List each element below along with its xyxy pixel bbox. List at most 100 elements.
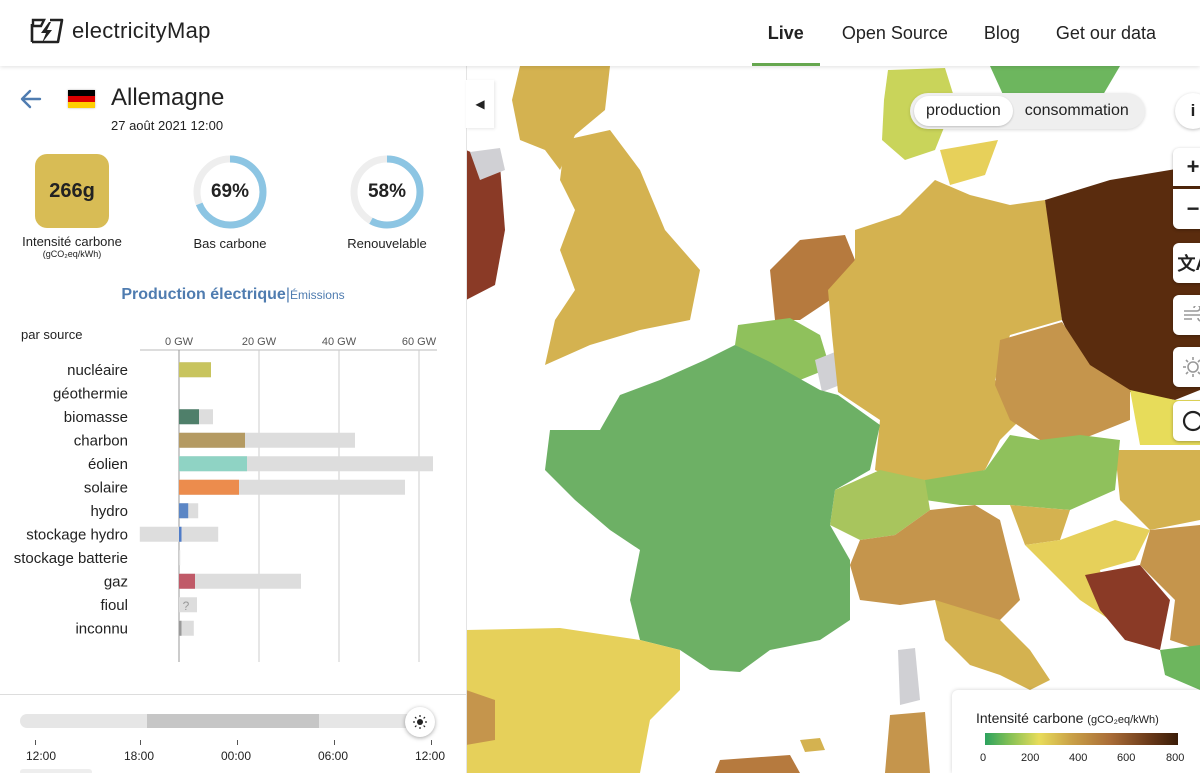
country-name: Allemagne bbox=[111, 84, 225, 111]
chart-production-bar bbox=[179, 456, 247, 472]
map-zone-denmark-islands bbox=[940, 140, 998, 185]
solar-layer-button[interactable] bbox=[1173, 347, 1200, 387]
map-zone-algeria-coast bbox=[715, 755, 800, 773]
renewable-gauge-fill bbox=[350, 155, 424, 229]
toggle-consumption[interactable]: consommation bbox=[1024, 102, 1129, 119]
chart-category-label: nucléaire bbox=[67, 362, 128, 379]
time-slider-track[interactable] bbox=[20, 714, 430, 728]
legend-label-600: 600 bbox=[1117, 752, 1136, 764]
timeline-tick bbox=[431, 740, 432, 745]
flag-stripe-1 bbox=[68, 90, 95, 96]
production-chart: 0 GW 20 GW 40 GW 60 GW nucléaire géothermie bi… bbox=[14, 336, 437, 662]
zoom-out-button[interactable]: − bbox=[1173, 189, 1200, 229]
nav-open-source[interactable]: Open Source bbox=[841, 23, 948, 43]
chart-category-label: hydro bbox=[90, 503, 128, 520]
flag-stripe-2 bbox=[68, 96, 95, 102]
language-button[interactable]: 文A bbox=[1173, 243, 1200, 283]
legend-label-800: 800 bbox=[1166, 752, 1185, 764]
renewable-value: 58% bbox=[367, 181, 407, 202]
map-zone-n-ireland bbox=[470, 148, 505, 180]
chart-production-bar bbox=[179, 432, 245, 448]
info-button[interactable]: i bbox=[1175, 93, 1200, 129]
legend-label-200: 200 bbox=[1021, 752, 1040, 764]
map-zone-bosnia bbox=[1085, 565, 1170, 650]
map-zone-france bbox=[545, 345, 880, 672]
chart-tick-label: 60 GW bbox=[402, 336, 437, 348]
legend-label-0: 0 bbox=[980, 752, 987, 764]
map-zone-austria bbox=[925, 435, 1120, 510]
timeline-tick bbox=[334, 740, 335, 745]
collapse-panel-button[interactable]: ◀ bbox=[466, 80, 494, 128]
nav-get-our-data[interactable]: Get our data bbox=[1055, 23, 1156, 43]
chart-capacity-bar bbox=[179, 573, 301, 589]
low-carbon-gauge-fill bbox=[193, 155, 267, 229]
map-legend: Intensité carbone (gCO₂eq/kWh) 0 200 400… bbox=[952, 690, 1200, 773]
panel-divider bbox=[0, 694, 466, 695]
dark-mode-icon bbox=[1182, 410, 1200, 432]
chart-production-bar bbox=[179, 526, 182, 542]
legend-title-text: Intensité carbone bbox=[976, 710, 1084, 726]
chart-production-bar bbox=[179, 409, 199, 425]
renewable-label: Renouvelable bbox=[347, 236, 427, 251]
kpi-low-carbon: 69% Bas carbone bbox=[155, 154, 305, 251]
map-canvas[interactable] bbox=[466, 66, 1200, 773]
chart-category-label: inconnu bbox=[75, 620, 128, 637]
map-zone-north-italy bbox=[850, 505, 1020, 620]
dark-mode-button[interactable] bbox=[1173, 401, 1200, 441]
logo[interactable]: electricityMap bbox=[30, 16, 211, 46]
zoom-out-icon: − bbox=[1186, 196, 1200, 221]
zoom-in-button[interactable]: + bbox=[1173, 148, 1200, 186]
collapse-left-icon: ◀ bbox=[475, 97, 485, 111]
low-carbon-gauge: 69% bbox=[192, 154, 268, 230]
back-arrow-icon[interactable] bbox=[18, 86, 44, 112]
timeline-label-5: 12:00 bbox=[415, 749, 446, 763]
chart-capacity-bar bbox=[179, 620, 194, 636]
renewable-gauge: 58% bbox=[349, 154, 425, 230]
production-header: Production électrique|Émissions bbox=[0, 286, 466, 304]
chart-category-label: stockage hydro bbox=[26, 526, 128, 543]
chart-unknown-marker: ? bbox=[183, 599, 190, 613]
map-zone-germany bbox=[828, 180, 1062, 485]
legend-unit: (gCO₂eq/kWh) bbox=[1087, 714, 1159, 726]
chart-capacity-bar bbox=[179, 550, 181, 566]
wind-layer-button[interactable] bbox=[1173, 295, 1200, 335]
logo-icon bbox=[30, 18, 64, 44]
zone-datetime: 27 août 2021 12:00 bbox=[111, 118, 224, 133]
chart-tick-label: 0 GW bbox=[165, 336, 194, 348]
chart-production-bar bbox=[179, 479, 239, 495]
language-icon: 文A bbox=[1177, 254, 1200, 274]
nav-live[interactable]: Live bbox=[751, 0, 820, 66]
map-zone-slovenia bbox=[1010, 505, 1070, 545]
flag-stripe-3 bbox=[68, 102, 95, 108]
production-consumption-toggle[interactable]: production consommation bbox=[910, 93, 1145, 129]
low-carbon-value: 69% bbox=[210, 181, 250, 202]
chart-category-label: charbon bbox=[74, 432, 128, 449]
nav-blog[interactable]: Blog bbox=[983, 23, 1020, 43]
map-zone-ireland bbox=[466, 150, 505, 300]
chart-production-bar bbox=[179, 503, 189, 519]
map-zone-luxembourg bbox=[815, 352, 840, 392]
zoom-in-icon: + bbox=[1186, 154, 1200, 179]
map-zone-central-italy bbox=[935, 600, 1050, 690]
timeline-label-1: 12:00 bbox=[26, 749, 57, 763]
legend-label-400: 400 bbox=[1069, 752, 1088, 764]
kpi-renewable: 58% Renouvelable bbox=[312, 154, 462, 251]
map-zone-czechia bbox=[995, 322, 1130, 440]
time-slider-range bbox=[147, 714, 320, 728]
toggle-production[interactable]: production bbox=[914, 96, 1013, 126]
time-slider-knob[interactable] bbox=[405, 707, 435, 737]
tab-separator: | bbox=[285, 286, 290, 303]
map-zone-montenegro bbox=[1160, 645, 1200, 690]
low-carbon-label: Bas carbone bbox=[193, 236, 267, 251]
chart-production-bar bbox=[179, 362, 211, 378]
map-zone-balearic bbox=[800, 738, 825, 752]
production-tab[interactable]: Production électrique bbox=[121, 286, 286, 303]
map[interactable] bbox=[466, 66, 1200, 773]
chart-category-label: gaz bbox=[104, 573, 128, 590]
chart-category-label: fioul bbox=[100, 597, 128, 614]
map-zone-netherlands bbox=[770, 235, 855, 320]
bottom-scroll-hint bbox=[20, 769, 92, 773]
emissions-tab[interactable]: Émissions bbox=[289, 288, 345, 302]
map-zone-sardinia bbox=[885, 712, 930, 773]
kpi-carbon-intensity: 266g Intensité carbone (gCO₂eq/kWh) bbox=[0, 154, 147, 259]
